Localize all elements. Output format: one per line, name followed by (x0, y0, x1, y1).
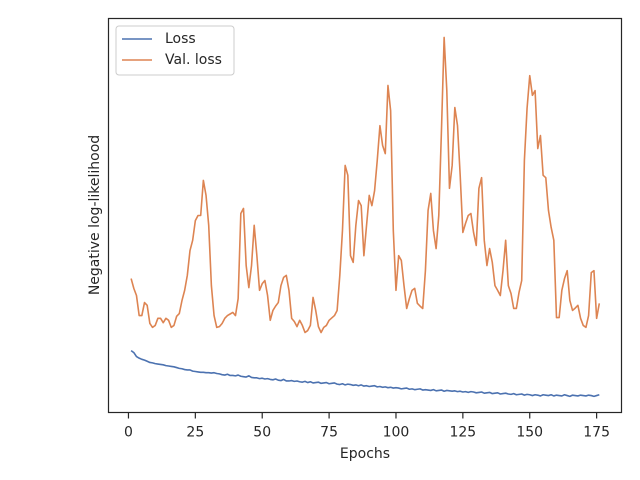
x-tick-label: 100 (383, 425, 410, 441)
y-axis-label: Negative log-likelihood (87, 135, 103, 295)
x-tick-label: 150 (516, 425, 543, 441)
series-line (130, 36, 601, 334)
x-tick-label: 125 (449, 425, 476, 441)
legend-label: Val. loss (165, 52, 222, 68)
x-axis-label: Epochs (340, 446, 390, 462)
plot-frame (107, 17, 623, 414)
legend-label: Loss (165, 31, 196, 47)
x-tick-label: 25 (186, 425, 204, 441)
series-line (130, 349, 600, 398)
x-tick-label: 50 (253, 425, 271, 441)
x-tick-label: 75 (320, 425, 338, 441)
x-tick-label: 175 (583, 425, 610, 441)
x-tick-label: 0 (124, 425, 133, 441)
